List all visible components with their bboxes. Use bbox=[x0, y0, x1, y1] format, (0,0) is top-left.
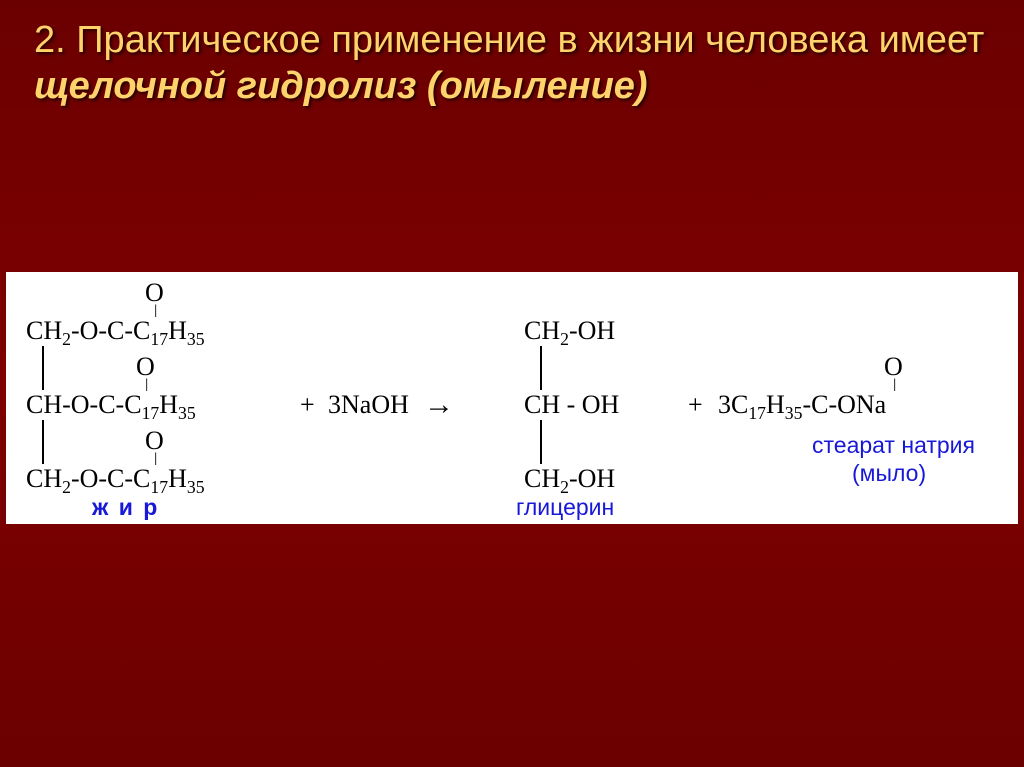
gly-bond2 bbox=[540, 420, 542, 464]
glycerol-row1: CH2-OH bbox=[524, 316, 615, 346]
arrow: → bbox=[424, 388, 454, 422]
soap-formula: 3C17H35-C-ONa bbox=[718, 390, 886, 420]
fat-label: ж и р bbox=[92, 494, 159, 521]
reaction-diagram: O|| O|| O|| CH2-O-C-C17H35 CH-O-C-C17H35… bbox=[6, 272, 1018, 524]
glycerol-row3: CH2-OH bbox=[524, 464, 615, 494]
fat-row1: CH2-O-C-C17H35 bbox=[26, 316, 205, 346]
fat-bond2 bbox=[42, 420, 44, 464]
soap-label1: стеарат натрия bbox=[812, 432, 975, 459]
reagent: 3NaOH bbox=[328, 390, 409, 420]
fat-row3: CH2-O-C-C17H35 bbox=[26, 464, 205, 494]
soap-dblO: O|| bbox=[884, 354, 903, 392]
fat-bond1 bbox=[42, 346, 44, 390]
glycerol-row2: CH - OH bbox=[524, 390, 619, 420]
fat-dblO-2: O|| bbox=[136, 354, 155, 392]
title-text-2: щелочной гидролиз (омыление) bbox=[34, 65, 648, 107]
fat-dblO-1: O|| bbox=[145, 280, 164, 318]
slide-title: 2. Практическое применение в жизни челов… bbox=[0, 0, 1024, 109]
gly-bond1 bbox=[540, 346, 542, 390]
title-text-1: 2. Практическое применение в жизни челов… bbox=[34, 19, 984, 61]
fat-dblO-3: O|| bbox=[145, 428, 164, 466]
plus-1: + bbox=[300, 390, 315, 420]
glycerol-label: глицерин bbox=[516, 494, 614, 521]
fat-row2: CH-O-C-C17H35 bbox=[26, 390, 196, 420]
soap-label2: (мыло) bbox=[852, 460, 926, 487]
plus-2: + bbox=[688, 390, 703, 420]
